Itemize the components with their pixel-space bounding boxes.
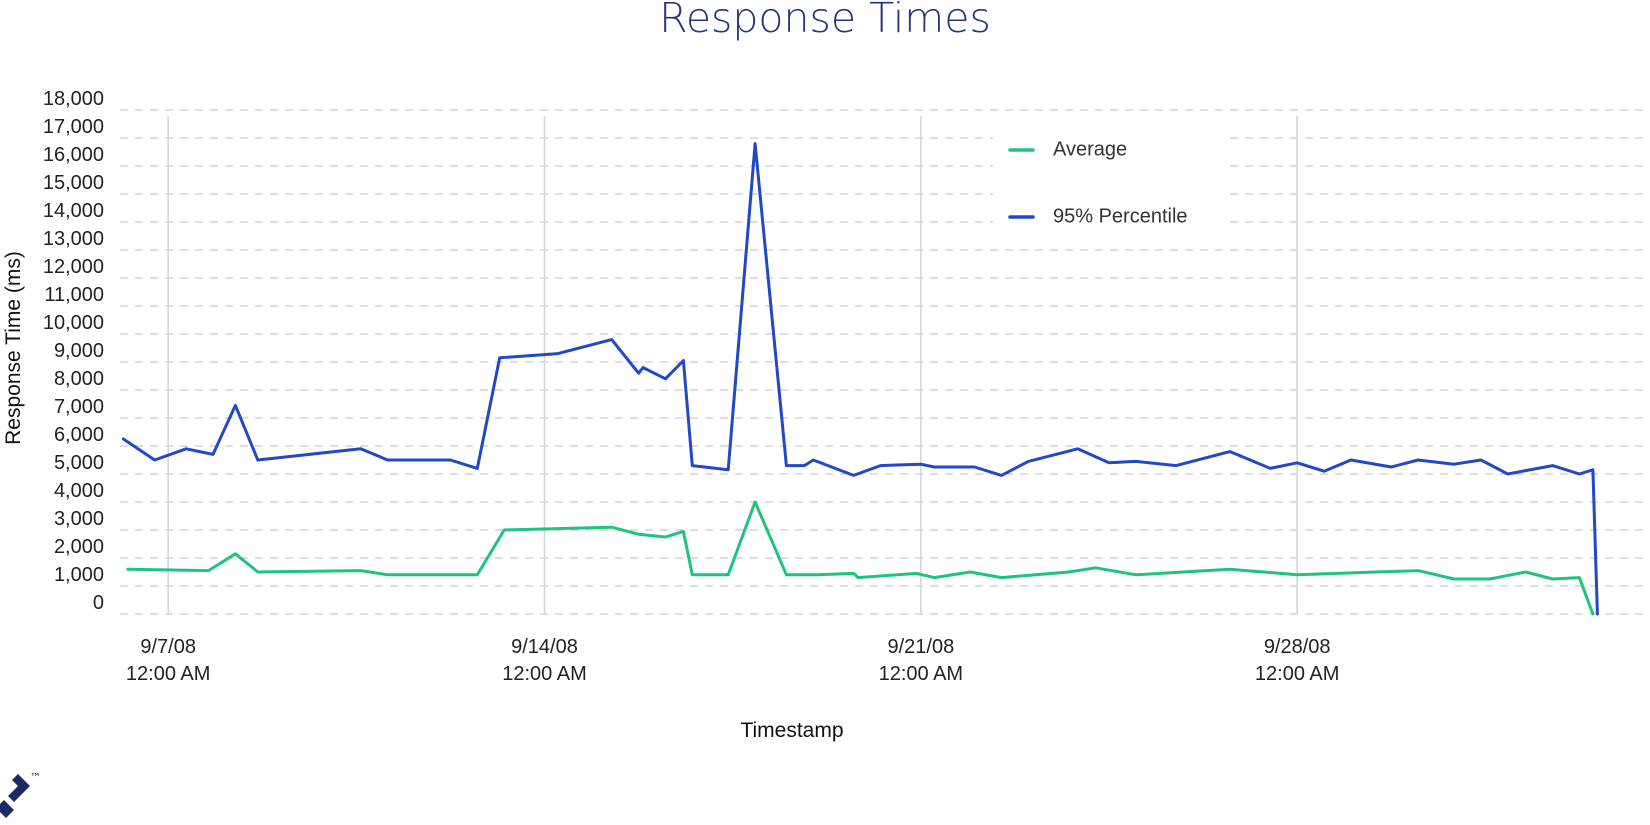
horizontal-gridlines bbox=[120, 109, 1650, 615]
y-tick-label: 7,000 bbox=[54, 396, 104, 418]
y-axis-tick-labels: 0 1,000 2,000 3,000 4,000 5,000 6,000 7,000 8,00… bbox=[43, 88, 104, 614]
y-tick-label: 13,000 bbox=[43, 228, 104, 250]
y-tick-label: 1,000 bbox=[54, 564, 104, 586]
y-tick-label: 3,000 bbox=[54, 508, 104, 530]
y-axis-label: Response Time (ms) bbox=[2, 251, 25, 445]
x-tick-label-time: 12:00 AM bbox=[502, 663, 587, 685]
y-tick-label: 6,000 bbox=[54, 424, 104, 446]
y-tick-label: 18,000 bbox=[43, 88, 104, 110]
x-tick-label-time: 12:00 AM bbox=[126, 663, 211, 685]
x-tick-label-date: 9/21/08 bbox=[887, 636, 954, 658]
x-axis-tick-labels: 9/7/08 12:00 AM 9/14/08 12:00 AM 9/21/08 12:0… bbox=[126, 636, 1340, 685]
series-line-95-percentile bbox=[121, 142, 1599, 616]
y-tick-label: 16,000 bbox=[43, 144, 104, 166]
y-tick-label: 11,000 bbox=[44, 284, 104, 306]
y-tick-label: 15,000 bbox=[43, 172, 104, 194]
y-tick-label: 10,000 bbox=[43, 312, 104, 334]
chart-legend: Average 95% Percentile bbox=[993, 126, 1223, 236]
x-tick-label-date: 9/28/08 bbox=[1264, 636, 1331, 658]
series-line-average bbox=[126, 500, 1595, 616]
y-tick-label: 0 bbox=[93, 592, 104, 614]
toptal-logo-icon: ™ bbox=[0, 771, 41, 818]
chart-title: Response Times bbox=[659, 0, 991, 42]
x-axis-label: Timestamp bbox=[740, 719, 843, 742]
x-tick-label-date: 9/7/08 bbox=[140, 636, 196, 658]
y-tick-label: 5,000 bbox=[54, 452, 104, 474]
y-tick-label: 8,000 bbox=[54, 368, 104, 390]
y-tick-label: 2,000 bbox=[54, 536, 104, 558]
toptal-logo: ™ bbox=[0, 768, 50, 820]
legend-label-95-percentile: 95% Percentile bbox=[1053, 205, 1188, 227]
series-lines bbox=[121, 142, 1599, 616]
x-tick-label-date: 9/14/08 bbox=[511, 636, 578, 658]
vertical-gridlines bbox=[167, 116, 1298, 614]
legend-label-average: Average bbox=[1053, 138, 1127, 160]
x-tick-label-time: 12:00 AM bbox=[879, 663, 964, 685]
x-tick-label-time: 12:00 AM bbox=[1255, 663, 1340, 685]
trademark-mark: ™ bbox=[30, 771, 41, 784]
y-tick-label: 14,000 bbox=[43, 200, 104, 222]
y-tick-label: 4,000 bbox=[54, 480, 104, 502]
y-tick-label: 17,000 bbox=[43, 116, 104, 138]
y-tick-label: 9,000 bbox=[54, 340, 104, 362]
y-tick-label: 12,000 bbox=[43, 256, 104, 278]
